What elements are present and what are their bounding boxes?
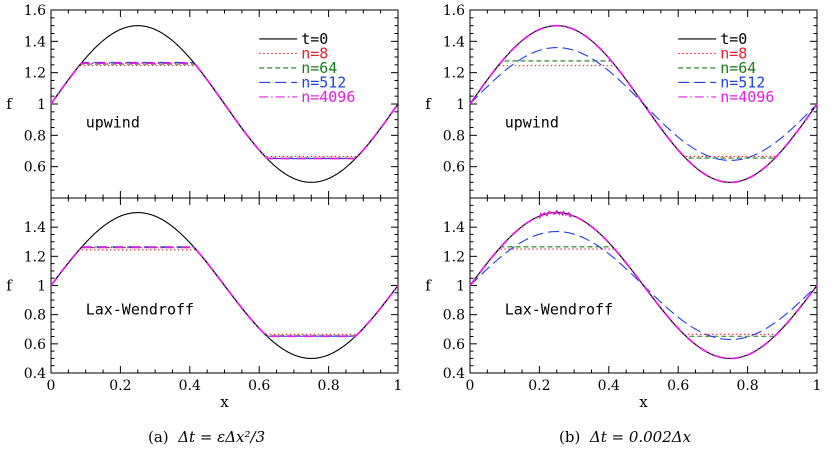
c0-p0-series-n4096 [50, 62, 399, 160]
c0-p1-series-n8 [50, 249, 399, 335]
c0-p0-series-t0 [50, 25, 399, 183]
c0-p1-ytick-label-2: 0.8 [24, 308, 46, 324]
c0-p1-ytick-label-1: 0.6 [24, 337, 46, 353]
c0-p0-legend-label-n8: n=8 [301, 44, 328, 62]
c1-xtick-label-2: 0.4 [598, 378, 620, 394]
c1-p1-series-n64 [469, 246, 818, 337]
caption-a-math: Δt = εΔx²/3 [178, 428, 266, 446]
c0-xtick-label-0: 0 [47, 378, 56, 394]
c0-xtick-label-1: 0.2 [109, 378, 131, 394]
caption-a-prefix: (a) [148, 428, 169, 446]
c1-p0-legend-label-n8: n=8 [720, 44, 747, 62]
c1-p0-legend-label-n4096: n=4096 [720, 88, 774, 106]
caption-b: (b) Δt = 0.002Δx [559, 428, 691, 446]
c1-xtick-label-1: 0.2 [528, 378, 550, 394]
c0-p0-ytick-label-3: 1.2 [24, 66, 46, 82]
c0-p0-ylabel: f [6, 95, 13, 113]
c1-p1-ytick-label-0: 0.4 [443, 366, 465, 382]
c1-xtick-label-0: 0 [466, 378, 475, 394]
c0-p1-series-n64 [50, 247, 399, 337]
c1-p1-ytick-label-2: 0.8 [443, 308, 465, 324]
c0-p0-ytick-label-5: 1.6 [24, 3, 46, 19]
c1-p0-legend-label-n64: n=64 [720, 59, 756, 77]
caption-b-prefix: (b) [559, 428, 581, 446]
c0-p0-method-label: upwind [86, 114, 140, 132]
c1-xtick-label-5: 1 [813, 378, 822, 394]
c0-p1-method-label: Lax-Wendroff [86, 301, 194, 319]
c0-xlabel: x [220, 393, 229, 411]
c1-p1-series-n8 [469, 248, 818, 335]
c1-p0-ytick-label-4: 1.4 [443, 34, 465, 50]
c1-p1-ytick-label-4: 1.2 [443, 249, 465, 265]
c0-p0-ytick-label-4: 1.4 [24, 34, 46, 50]
c1-p1-ytick-label-1: 0.6 [443, 337, 465, 353]
c0-xtick-label-2: 0.4 [179, 378, 201, 394]
c1-p1-ylabel: f [425, 277, 432, 295]
c1-p1-method-label: Lax-Wendroff [505, 301, 613, 319]
c1-p0-legend-label-t0: t=0 [720, 30, 747, 48]
c0-xtick-label-3: 0.6 [248, 378, 270, 394]
c1-p0-ylabel: f [425, 95, 432, 113]
c1-p1-ytick-label-3: 1 [456, 279, 465, 295]
c0-p0-ytick-label-2: 1 [37, 97, 46, 113]
c1-p0-ytick-label-3: 1.2 [443, 66, 465, 82]
c0-p1-ytick-label-4: 1.2 [24, 249, 46, 265]
c0-p1-ytick-label-5: 1.4 [24, 220, 46, 236]
c1-xtick-label-4: 0.8 [736, 378, 758, 394]
c0-p0-ytick-label-0: 0.6 [24, 160, 46, 176]
c1-p0-ytick-label-2: 1 [456, 97, 465, 113]
c1-p1-ytick-label-5: 1.4 [443, 220, 465, 236]
c0-p0-legend-label-n4096: n=4096 [301, 88, 355, 106]
c0-p1-ylabel: f [6, 277, 13, 295]
c0-p1-ytick-label-3: 1 [37, 279, 46, 295]
c1-xtick-label-3: 0.6 [667, 378, 689, 394]
c0-p0-ytick-label-1: 0.8 [24, 128, 46, 144]
c1-p0-ytick-label-1: 0.8 [443, 128, 465, 144]
c1-p0-method-label: upwind [505, 114, 559, 132]
c0-p0-legend-label-n512: n=512 [301, 73, 346, 91]
c1-xlabel: x [639, 393, 648, 411]
c0-p0-legend-label-n64: n=64 [301, 59, 337, 77]
c1-p1-series-n4096 [469, 209, 818, 360]
c0-p1-series-n4096 [50, 246, 399, 338]
c0-p1-series-n512 [50, 246, 399, 337]
c1-p0-ytick-label-5: 1.6 [443, 3, 465, 19]
c0-xtick-label-5: 1 [394, 378, 403, 394]
c0-p1-ytick-label-0: 0.4 [24, 366, 46, 382]
c0-xtick-label-4: 0.8 [317, 378, 339, 394]
caption-a: (a) Δt = εΔx²/3 [148, 428, 265, 446]
c0-p0-legend-label-t0: t=0 [301, 30, 328, 48]
caption-b-math: Δt = 0.002Δx [589, 428, 692, 446]
c1-p0-series-n4096 [469, 24, 818, 184]
c1-p0-legend-label-n512: n=512 [720, 73, 765, 91]
c1-p0-ytick-label-0: 0.6 [443, 160, 465, 176]
